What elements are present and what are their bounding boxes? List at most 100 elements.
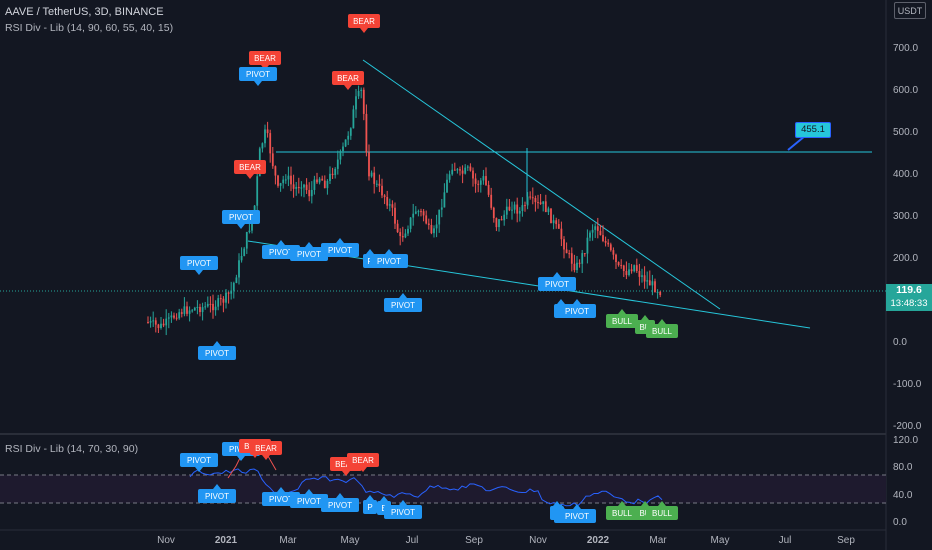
candle-body	[448, 174, 451, 180]
candle-body	[230, 290, 233, 294]
candle-body	[238, 260, 240, 278]
indicator-legend[interactable]: RSI Div - Lib (14, 90, 60, 55, 40, 15)	[5, 22, 174, 34]
candle-body	[537, 202, 539, 204]
time-axis[interactable]: Nov 2021 Mar May Jul Sep Nov 2022 Mar May Jul Sep	[157, 535, 855, 546]
pivot-label[interactable]: PIVOT	[180, 453, 218, 472]
candle-body	[264, 129, 266, 144]
bear-label-pointer	[246, 174, 254, 179]
pivot-label[interactable]: PIVOT	[180, 256, 218, 275]
candle-body	[373, 172, 376, 184]
bear-label[interactable]: BEAR	[347, 453, 379, 472]
oscillator-legend[interactable]: RSI Div - Lib (14, 70, 30, 90)	[5, 443, 139, 455]
pivot-label[interactable]: PIVOT	[198, 341, 236, 360]
rsi-line[interactable]	[189, 468, 663, 507]
candlestick-series[interactable]	[147, 85, 662, 336]
pivot-label-pointer	[366, 249, 374, 254]
price-axis[interactable]: 700.0600.0500.0400.0300.0200.0100.00.0-1…	[893, 43, 922, 432]
pivot-label-pointer	[553, 272, 561, 277]
candle-body	[555, 220, 558, 225]
bull-label[interactable]: BULL	[646, 319, 678, 338]
pivot-label-box	[198, 489, 236, 503]
bull-label[interactable]: BULL	[606, 309, 638, 328]
candle-body	[596, 226, 599, 231]
resistance-callout[interactable]: 455.1	[795, 122, 831, 138]
pivot-label-box	[363, 500, 377, 514]
bear-label[interactable]: BEAR	[250, 441, 282, 460]
pivot-label[interactable]: P	[363, 495, 377, 514]
candle-body	[542, 201, 545, 204]
candle-body	[279, 183, 282, 186]
candle-body	[565, 249, 568, 254]
candle-body	[209, 303, 212, 305]
candle-body	[609, 244, 612, 251]
candle-body	[485, 176, 487, 185]
pivot-label-text: PIVOT	[297, 497, 321, 506]
candle-body	[269, 133, 272, 154]
bear-label[interactable]: BEAR	[332, 71, 364, 90]
currency-button[interactable]: USDT	[894, 2, 926, 19]
pivot-label[interactable]: PIVOT	[370, 249, 408, 268]
candle-body	[573, 263, 576, 271]
pivot-label[interactable]: PIVOT	[290, 489, 328, 508]
candle-body	[388, 204, 391, 206]
pivot-label[interactable]: PIVOT	[384, 500, 422, 519]
candle-body	[557, 224, 560, 229]
price-tick-label: 0.0	[893, 337, 907, 348]
pivot-label-text: PIVOT	[205, 492, 229, 501]
candle-body	[336, 159, 339, 169]
pivot-label[interactable]: PIVOT	[290, 242, 328, 261]
pivot-label[interactable]: PIVOT	[384, 293, 422, 312]
pivot-label[interactable]: PIVOT	[222, 210, 260, 229]
candle-body	[430, 225, 433, 234]
pivot-label[interactable]: PIVOT	[321, 238, 359, 257]
candle-body	[261, 143, 264, 149]
pivot-label[interactable]: PIVOT	[321, 493, 359, 512]
candle-body	[583, 253, 586, 255]
bear-label-pointer	[344, 85, 352, 90]
bear-label[interactable]: BEAR	[348, 14, 380, 33]
pivot-label[interactable]: PIVOT	[198, 484, 236, 503]
descending-trendline[interactable]	[362, 59, 721, 310]
candle-body	[625, 271, 628, 276]
candle-body	[633, 265, 636, 272]
bull-label[interactable]: BULL	[606, 501, 638, 520]
candle-body	[329, 173, 331, 181]
pivot-label[interactable]: PIVOT	[558, 504, 596, 523]
bear-label[interactable]: BEAR	[234, 160, 266, 179]
candle-body	[487, 184, 490, 195]
pivot-label-text: PIVOT	[377, 257, 401, 266]
pivot-label-text: PIVOT	[187, 456, 211, 465]
pivot-label-pointer	[336, 238, 344, 243]
candle-body	[472, 170, 474, 179]
candle-body	[591, 229, 594, 233]
oscillator-tick-label: 40.0	[893, 490, 913, 501]
time-tick-label: 2021	[215, 535, 238, 546]
pivot-label-pointer	[380, 496, 388, 501]
pivot-label[interactable]: PIVOT	[538, 272, 576, 291]
pivot-label-pointer	[557, 504, 565, 509]
oscillator-axis[interactable]: 120.0 80.0 40.0 0.0	[893, 435, 918, 528]
bull-label[interactable]: BULL	[646, 501, 678, 520]
candle-body	[646, 280, 649, 282]
pivot-label-box	[180, 256, 218, 270]
candle-body	[235, 277, 238, 283]
candle-body	[550, 208, 552, 224]
candle-body	[638, 271, 641, 277]
candle-body	[612, 250, 615, 255]
candle-body	[651, 281, 654, 286]
candle-body	[170, 315, 173, 318]
candle-body	[628, 269, 630, 276]
candle-body	[160, 323, 162, 329]
pivot-label[interactable]: PIVOT	[558, 299, 596, 318]
bear-label-box	[347, 453, 379, 467]
pivot-label-pointer	[237, 456, 245, 461]
candle-body	[435, 224, 438, 229]
candle-body	[500, 219, 503, 221]
candle-body	[511, 209, 513, 211]
candle-body	[297, 186, 300, 189]
pivot-label-text: PIVOT	[187, 259, 211, 268]
candle-body	[521, 205, 524, 211]
pivot-label[interactable]: PIVOT	[239, 67, 277, 86]
candle-body	[570, 253, 573, 264]
